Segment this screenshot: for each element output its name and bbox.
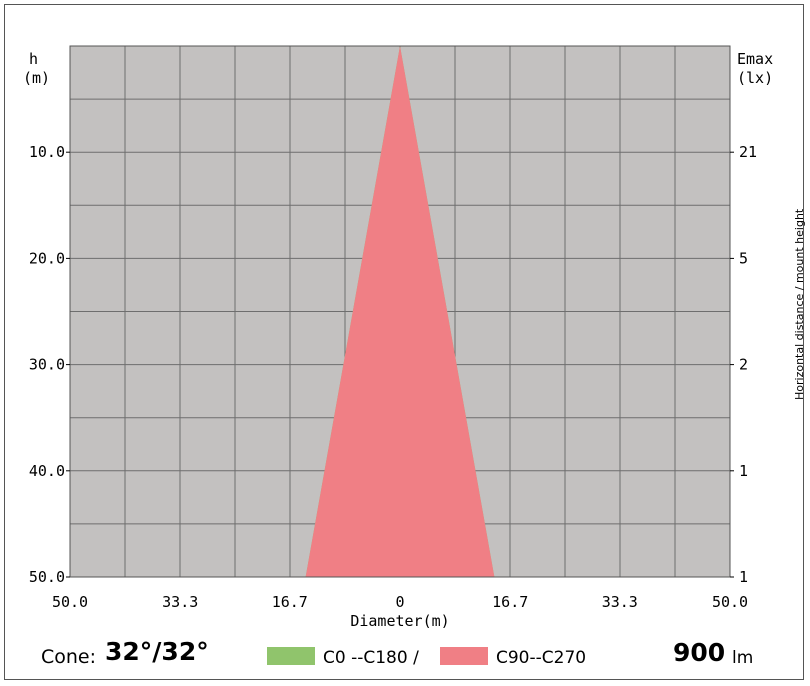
emax-tick-label: 1 bbox=[739, 462, 748, 480]
h-tick-label: 40.0 bbox=[29, 462, 65, 480]
emax-tick-label: 2 bbox=[739, 356, 748, 374]
plot-border bbox=[69, 45, 731, 578]
diameter-tick-label: 33.3 bbox=[602, 593, 638, 611]
side-axis-label: Horizontal distance / mount height bbox=[793, 208, 805, 400]
cone-diagram-chart: h (m) Emax (lx) 10.020.030.040.050.0 215… bbox=[23, 45, 806, 668]
h-tick-label: 10.0 bbox=[29, 143, 65, 161]
legend-swatch-c90-c270 bbox=[440, 647, 488, 665]
diameter-tick-label: 16.7 bbox=[272, 593, 308, 611]
diameter-tick-labels: 50.0 33.3 16.7 0 16.7 33.3 50.0 bbox=[52, 593, 748, 611]
lumens-value: 900 bbox=[673, 638, 725, 667]
diameter-tick-label: 50.0 bbox=[712, 593, 748, 611]
legend-label-c90-c270: C90--C270 bbox=[496, 648, 586, 668]
emax-tick-label: 5 bbox=[739, 249, 748, 267]
h-tick-labels: 10.0 20.0 30.0 40.0 50.0 bbox=[29, 143, 70, 586]
cone-c90-c270 bbox=[305, 46, 495, 577]
diameter-tick-label: 16.7 bbox=[492, 593, 528, 611]
h-tick-label: 30.0 bbox=[29, 356, 65, 374]
h-axis-header: h bbox=[29, 50, 38, 68]
h-axis-unit: (m) bbox=[23, 69, 50, 87]
emax-tick-label: 21 bbox=[739, 143, 757, 161]
diameter-tick-label: 0 bbox=[395, 593, 404, 611]
emax-axis-unit: (lx) bbox=[737, 69, 773, 87]
cone-label: Cone: bbox=[41, 646, 96, 668]
cone-angle-value: 32°/32° bbox=[105, 637, 209, 666]
legend-swatch-c0-c180 bbox=[267, 647, 315, 665]
h-tick-label: 20.0 bbox=[29, 249, 65, 267]
lumens-unit: lm bbox=[732, 648, 753, 668]
emax-axis-header: Emax bbox=[737, 50, 773, 68]
diameter-tick-label: 33.3 bbox=[162, 593, 198, 611]
light-cones bbox=[305, 46, 495, 577]
legend-label-c0-c180: C0 --C180 / bbox=[323, 648, 419, 668]
h-tick-label: 50.0 bbox=[29, 568, 65, 586]
emax-tick-label: 1 bbox=[739, 568, 748, 586]
photometric-chart-frame: h (m) Emax (lx) 10.0 20.0 30.0 40.0 50.0 21 5… bbox=[4, 4, 806, 680]
diameter-tick-label: 50.0 bbox=[52, 593, 88, 611]
x-axis-label: Diameter(m) bbox=[350, 612, 449, 630]
